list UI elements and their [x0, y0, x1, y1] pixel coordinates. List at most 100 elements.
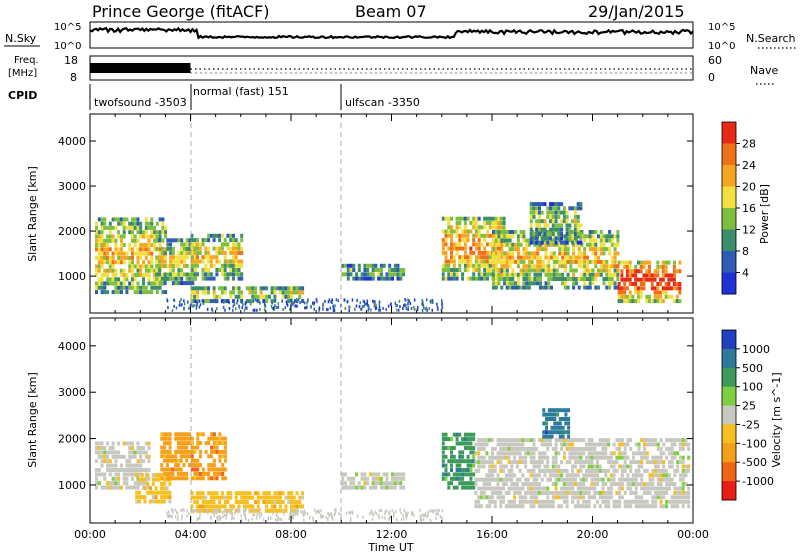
- scatter-cell: [436, 305, 439, 309]
- echo-cell: [193, 294, 197, 299]
- echo-cell: [450, 242, 453, 247]
- echo-cell: [100, 230, 104, 235]
- echo-cell: [237, 259, 241, 264]
- echo-cell: [190, 242, 194, 247]
- echo-cell: [352, 276, 356, 281]
- echo-cell: [100, 264, 104, 269]
- echo-cell: [637, 290, 640, 295]
- echo-cell: [602, 242, 606, 247]
- echo-cell: [637, 299, 640, 304]
- echo-cell: [366, 476, 370, 481]
- echo-cell: [542, 412, 546, 417]
- echo-cell: [185, 458, 189, 463]
- echo-cell: [505, 259, 509, 264]
- echo-cell: [678, 438, 682, 443]
- echo-cell: [577, 285, 581, 290]
- echo-cell: [645, 438, 649, 443]
- echo-cell: [667, 446, 671, 451]
- echo-cell: [579, 468, 583, 473]
- echo-cell: [278, 286, 282, 291]
- echo-cell: [190, 250, 194, 255]
- echo-cell: [111, 441, 115, 446]
- echo-cell: [469, 276, 473, 281]
- echo-cell: [599, 230, 603, 234]
- echo-cell: [117, 247, 121, 252]
- colorbar-tick-label: 500: [742, 362, 763, 375]
- echo-cell: [560, 202, 564, 207]
- echo-cell: [122, 476, 126, 481]
- echo-cell: [488, 221, 492, 225]
- echo-cell: [270, 286, 274, 291]
- echo-cell: [171, 255, 175, 260]
- echo-cell: [188, 281, 192, 286]
- cpid-panel: CPID twofsound -3503 normal (fast) 151 u…: [8, 84, 420, 110]
- echo-cell: [136, 251, 140, 256]
- echo-cell: [232, 233, 235, 238]
- echo-cell: [524, 460, 528, 465]
- echo-cell: [232, 246, 235, 251]
- echo-cell: [566, 272, 570, 277]
- scatter-cell: [274, 298, 276, 302]
- echo-cell: [180, 276, 184, 281]
- echo-cell: [574, 259, 578, 264]
- echo-cell: [245, 500, 249, 504]
- echo-cell: [563, 268, 567, 273]
- echo-cell: [566, 285, 570, 290]
- echo-cell: [466, 463, 470, 468]
- echo-cell: [637, 286, 640, 291]
- echo-cell: [538, 202, 541, 207]
- echo-cell: [160, 251, 164, 256]
- echo-cell: [155, 281, 159, 286]
- scatter-cell: [202, 300, 204, 304]
- echo-cell: [569, 238, 573, 243]
- echo-cell: [371, 263, 375, 268]
- echo-cell: [651, 438, 655, 443]
- echo-cell: [499, 438, 503, 443]
- echo-cell: [295, 286, 299, 291]
- echo-cell: [139, 472, 143, 477]
- echo-cell: [564, 430, 568, 435]
- echo-cell: [174, 276, 178, 281]
- echo-cell: [562, 210, 566, 215]
- echo-cell: [491, 464, 494, 469]
- scatter-cell: [242, 303, 244, 307]
- echo-cell: [639, 282, 643, 286]
- echo-cell: [525, 272, 529, 277]
- echo-cell: [220, 495, 224, 500]
- echo-cell: [687, 442, 691, 447]
- echo-cell: [97, 260, 101, 265]
- scatter-cell: [354, 307, 356, 311]
- echo-cell: [602, 238, 606, 243]
- echo-cell: [560, 495, 564, 500]
- echo-cell: [573, 451, 577, 456]
- echo-cell: [588, 281, 592, 286]
- echo-cell: [341, 272, 345, 277]
- echo-cell: [455, 216, 459, 221]
- echo-cell: [519, 259, 523, 264]
- echo-cell: [477, 468, 481, 473]
- echo-cell: [155, 272, 159, 277]
- echo-cell: [573, 236, 577, 241]
- echo-cell: [494, 268, 498, 273]
- echo-cell: [472, 472, 476, 477]
- echo-cell: [114, 277, 118, 282]
- nsearch-tick-top: 10^5: [708, 22, 735, 33]
- scatter-cell: [426, 514, 428, 518]
- echo-cell: [106, 255, 110, 260]
- echo-cell: [511, 268, 515, 273]
- echo-cell: [458, 472, 462, 477]
- echo-cell: [103, 247, 107, 252]
- scatter-cell: [254, 298, 257, 302]
- echo-cell: [234, 491, 238, 496]
- echo-cell: [491, 233, 495, 238]
- echo-cell: [374, 485, 378, 490]
- echo-cell: [572, 234, 576, 239]
- echo-cell: [557, 202, 561, 207]
- echo-cell: [117, 281, 121, 286]
- echo-cell: [631, 269, 635, 274]
- echo-cell: [561, 259, 565, 264]
- echo-cell: [108, 238, 112, 243]
- echo-cell: [613, 264, 617, 269]
- scatter-cell: [175, 306, 178, 310]
- echo-cell: [580, 264, 584, 269]
